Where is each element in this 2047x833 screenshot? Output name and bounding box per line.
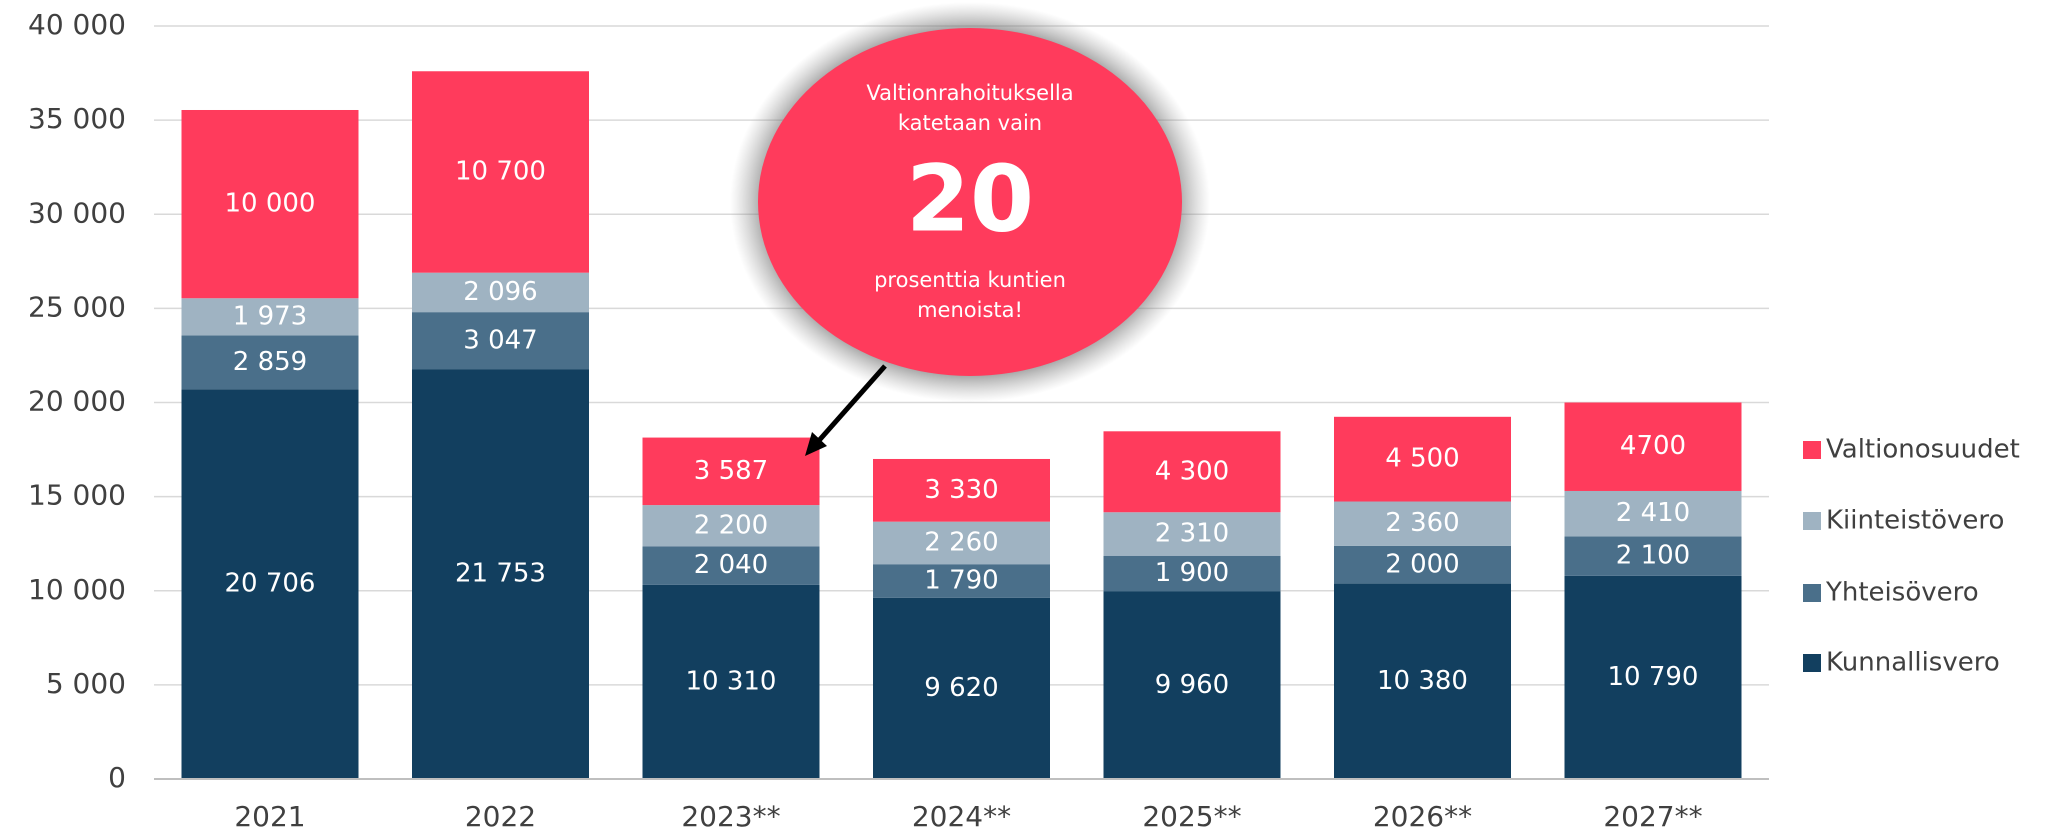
x-tick-label: 2026** — [1373, 800, 1472, 833]
value-label: 2 096 — [463, 277, 537, 307]
bar-segment — [181, 335, 359, 390]
legend-label: Kiinteistövero — [1826, 506, 2004, 536]
callout-text: katetaan vain — [898, 111, 1042, 135]
callout-number: 20 — [906, 145, 1034, 252]
y-tick-label: 30 000 — [28, 196, 126, 229]
bar-segment — [181, 298, 359, 336]
bar-segment — [1103, 512, 1281, 556]
callout-bubble — [758, 28, 1182, 376]
value-label: 20 706 — [225, 569, 316, 599]
bar-segment — [412, 369, 589, 779]
bar-segment — [1103, 555, 1281, 592]
value-label: 3 330 — [924, 475, 998, 505]
y-tick-label: 5 000 — [46, 667, 126, 700]
bar-segment — [1334, 416, 1511, 502]
value-label: 2 410 — [1616, 498, 1690, 528]
value-label: 10 790 — [1608, 662, 1699, 692]
value-label: 3 587 — [694, 456, 768, 486]
value-label: 3 047 — [463, 325, 537, 355]
value-label: 2 360 — [1385, 508, 1459, 538]
value-label: 2 040 — [694, 550, 768, 580]
bar-segment — [1564, 536, 1742, 576]
bar-segment — [1564, 490, 1742, 537]
value-label: 1 973 — [233, 301, 307, 331]
bar-segment — [1103, 431, 1281, 513]
bar-segment — [873, 597, 1050, 779]
y-tick-label: 20 000 — [28, 385, 126, 418]
value-label: 9 620 — [924, 673, 998, 703]
value-label: 10 000 — [225, 189, 316, 219]
bar-segment — [642, 546, 820, 585]
bar-segment — [1334, 583, 1511, 779]
value-label: 21 753 — [455, 559, 546, 589]
x-tick-label: 2025** — [1142, 800, 1241, 833]
value-label: 2 859 — [233, 347, 307, 377]
bar-segment — [1103, 591, 1281, 779]
bar-segment — [873, 458, 1050, 522]
bar-segment — [412, 312, 589, 370]
x-tick-label: 2022 — [465, 800, 536, 833]
value-label: 10 380 — [1377, 666, 1468, 696]
legend-label: Kunnallisvero — [1826, 648, 2000, 678]
bar-segment — [412, 272, 589, 313]
x-tick-label: 2023** — [681, 800, 780, 833]
legend-label: Yhteisövero — [1825, 578, 1979, 608]
value-label: 1 790 — [924, 566, 998, 596]
value-label: 2 000 — [1385, 549, 1459, 579]
y-tick-label: 10 000 — [28, 573, 126, 606]
legend-swatch — [1803, 512, 1821, 530]
y-tick-label: 40 000 — [28, 8, 126, 41]
bar-segment — [1564, 402, 1742, 491]
y-tick-label: 35 000 — [28, 102, 126, 135]
x-tick-label: 2027** — [1603, 800, 1702, 833]
value-label: 1 900 — [1155, 558, 1229, 588]
bar-segment — [873, 521, 1050, 565]
legend-swatch — [1803, 584, 1821, 602]
value-label: 4 500 — [1385, 444, 1459, 474]
value-label: 2 100 — [1616, 541, 1690, 571]
y-tick-label: 0 — [108, 761, 126, 794]
value-label: 2 260 — [924, 527, 998, 557]
y-tick-label: 25 000 — [28, 290, 126, 323]
value-label: 2 310 — [1155, 518, 1229, 548]
bar-segment — [1334, 545, 1511, 584]
legend-swatch — [1803, 654, 1821, 672]
value-label: 9 960 — [1155, 670, 1229, 700]
bar-segment — [1334, 501, 1511, 546]
callout-text: menoista! — [917, 298, 1023, 322]
legend-label: Valtionosuudet — [1826, 435, 2020, 465]
bar-segment — [642, 437, 820, 506]
bar-segment — [181, 109, 359, 299]
callout-arrowhead — [805, 432, 827, 456]
x-tick-label: 2024** — [912, 800, 1011, 833]
bar-segment — [412, 71, 589, 273]
callout-text: prosenttia kuntien — [874, 268, 1066, 292]
callout-arrow — [813, 364, 887, 447]
bar-segment — [642, 584, 820, 779]
value-label: 10 700 — [455, 156, 546, 186]
y-tick-label: 15 000 — [28, 479, 126, 512]
x-tick-label: 2021 — [234, 800, 305, 833]
callout-text: Valtionrahoituksella — [866, 81, 1073, 105]
bar-segment — [1564, 575, 1742, 779]
value-label: 4700 — [1620, 431, 1686, 461]
bar-segment — [873, 564, 1050, 598]
callout: Valtionrahoituksella katetaan vain 20 prose… — [730, 2, 1210, 456]
legend-swatch — [1803, 441, 1821, 459]
value-label: 4 300 — [1155, 456, 1229, 486]
value-label: 10 310 — [686, 666, 777, 696]
bar-segment — [642, 505, 820, 547]
bar-segment — [181, 389, 359, 779]
value-label: 2 200 — [694, 510, 768, 540]
